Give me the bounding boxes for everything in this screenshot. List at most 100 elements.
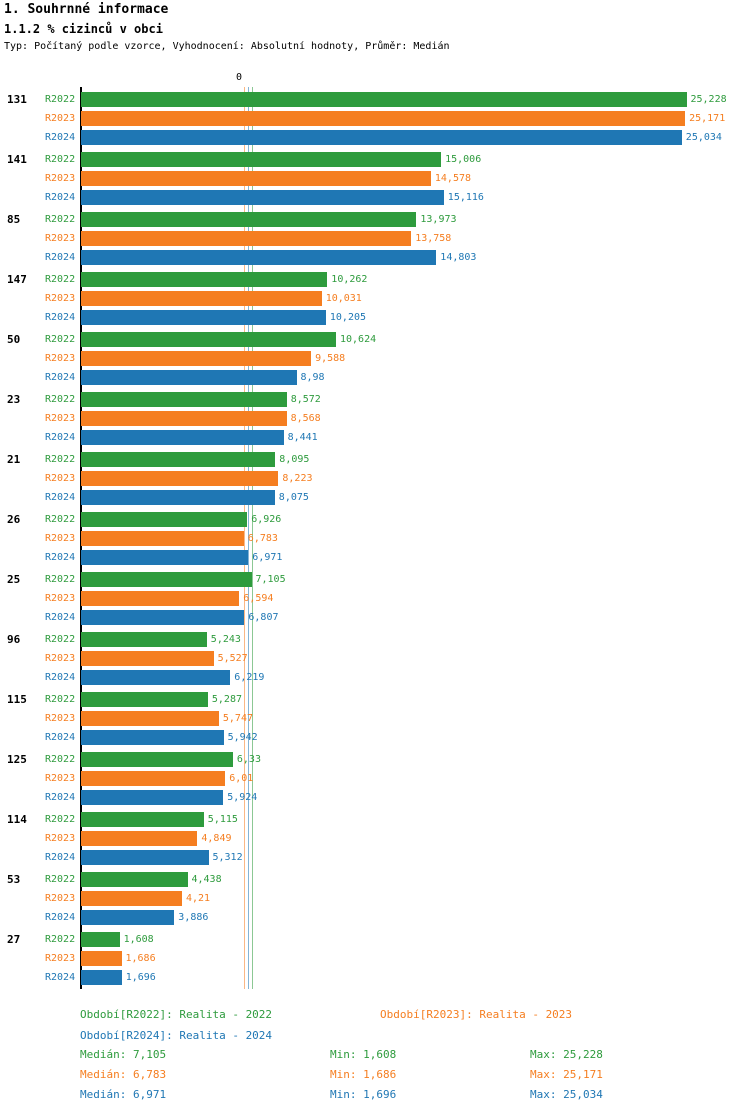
stat-min-r2024: Min: 1,696 (330, 1088, 397, 1101)
bar-r2023 (81, 591, 240, 606)
series-label: R2023 (45, 893, 76, 904)
value-label: 3,886 (178, 912, 209, 923)
bar-group: 115 R2022 5,287 R2023 5,747 R2024 5,942 (0, 690, 750, 747)
group-label: 141 (7, 153, 27, 166)
value-label: 13,758 (415, 233, 452, 244)
bar-row: R2023 9,588 (0, 349, 750, 368)
bar-row: R2023 5,527 (0, 649, 750, 668)
bar-r2024 (81, 790, 224, 805)
legend-item-r2023: Období[R2023]: Realita - 2023 (380, 1008, 573, 1021)
series-label: R2022 (45, 154, 76, 165)
bar-row: R2022 4,438 (0, 870, 750, 889)
bar-row: R2024 5,312 (0, 848, 750, 867)
group-label: 114 (7, 813, 27, 826)
bar-r2023 (81, 951, 122, 966)
group-label: 96 (7, 633, 21, 646)
bar-r2023 (81, 231, 412, 246)
stat-max-r2023: Max: 25,171 (530, 1068, 603, 1081)
value-label: 10,262 (331, 274, 368, 285)
bar-row: R2022 10,262 (0, 270, 750, 289)
group-label: 27 (7, 933, 21, 946)
summary-stats: Medián: 7,105 Min: 1,608 Max: 25,228 Med… (0, 1046, 750, 1108)
bar-r2023 (81, 651, 214, 666)
series-label: R2022 (45, 334, 76, 345)
bar-row: R2022 10,624 (0, 330, 750, 349)
series-label: R2023 (45, 413, 76, 424)
bar-group: 25 R2022 7,105 R2023 6,594 R2024 6,807 (0, 570, 750, 627)
bar-r2024 (81, 190, 444, 205)
series-label: R2023 (45, 653, 76, 664)
bar-row: R2024 5,924 (0, 788, 750, 807)
group-label: 26 (7, 513, 21, 526)
bar-group: 141 R2022 15,006 R2023 14,578 R2024 15,116 (0, 150, 750, 207)
bar-r2024 (81, 490, 275, 505)
bar-r2024 (81, 430, 284, 445)
bar-chart: 131 R2022 25,228 R2023 25,171 R2024 25,034 141 R… (0, 87, 750, 992)
bar-row: R2023 6,783 (0, 529, 750, 548)
bar-row: R2022 8,572 (0, 390, 750, 409)
series-label: R2022 (45, 94, 76, 105)
bar-row: R2024 6,971 (0, 548, 750, 567)
indicator-subtitle: Typ: Počítaný podle vzorce, Vyhodnocení:… (4, 41, 450, 52)
value-label: 1,686 (125, 953, 156, 964)
bar-r2023 (81, 771, 226, 786)
bar-group: 147 R2022 10,262 R2023 10,031 R2024 10,205 (0, 270, 750, 327)
value-label: 6,594 (243, 593, 274, 604)
bar-row: R2023 8,568 (0, 409, 750, 428)
value-label: 6,783 (247, 533, 278, 544)
group-label: 53 (7, 873, 21, 886)
indicator-title: 1.1.2 % cizinců v obci (4, 22, 163, 36)
series-label: R2022 (45, 394, 76, 405)
value-label: 4,438 (191, 874, 222, 885)
bar-group: 27 R2022 1,608 R2023 1,686 R2024 1,696 (0, 930, 750, 987)
series-label: R2024 (45, 672, 76, 683)
group-label: 115 (7, 693, 27, 706)
median-line-r2023 (243, 87, 245, 989)
bar-r2022 (81, 632, 207, 647)
stat-median-r2022: Medián: 7,105 (80, 1048, 167, 1061)
series-label: R2022 (45, 694, 76, 705)
value-label: 4,849 (201, 833, 232, 844)
bar-row: R2024 3,886 (0, 908, 750, 927)
bar-row: R2024 8,98 (0, 368, 750, 387)
value-label: 14,803 (440, 252, 477, 263)
axis-zero-label: 0 (236, 72, 243, 83)
bar-row: R2024 1,696 (0, 968, 750, 987)
bar-row: R2024 6,219 (0, 668, 750, 687)
bar-row: R2023 5,747 (0, 709, 750, 728)
stat-max-r2022: Max: 25,228 (530, 1048, 603, 1061)
group-label: 21 (7, 453, 21, 466)
bar-row: R2022 8,095 (0, 450, 750, 469)
value-label: 6,219 (234, 672, 265, 683)
bar-r2023 (81, 891, 182, 906)
series-label: R2024 (45, 792, 76, 803)
value-label: 10,624 (340, 334, 377, 345)
value-label: 6,01 (229, 773, 254, 784)
series-label: R2023 (45, 713, 76, 724)
series-label: R2022 (45, 574, 76, 585)
bar-r2024 (81, 970, 122, 985)
value-label: 25,171 (689, 113, 726, 124)
stat-min-r2022: Min: 1,608 (330, 1048, 397, 1061)
series-label: R2024 (45, 252, 76, 263)
series-label: R2023 (45, 113, 76, 124)
bar-r2022 (81, 392, 287, 407)
bar-group: 125 R2022 6,33 R2023 6,01 R2024 5,924 (0, 750, 750, 807)
series-label: R2022 (45, 274, 76, 285)
series-label: R2022 (45, 634, 76, 645)
bar-r2024 (81, 250, 437, 265)
bar-group: 26 R2022 6,926 R2023 6,783 R2024 6,971 (0, 510, 750, 567)
value-label: 8,572 (290, 394, 321, 405)
value-label: 10,205 (329, 312, 367, 323)
bar-row: R2024 15,116 (0, 188, 750, 207)
value-label: 15,006 (445, 154, 482, 165)
series-label: R2024 (45, 192, 76, 203)
bar-groups: 131 R2022 25,228 R2023 25,171 R2024 25,034 141 R… (0, 90, 750, 987)
group-label: 85 (7, 213, 21, 226)
bar-r2022 (81, 692, 208, 707)
value-label: 6,926 (251, 514, 282, 525)
series-label: R2022 (45, 214, 76, 225)
bar-r2023 (81, 351, 312, 366)
value-label: 8,441 (287, 432, 318, 443)
value-label: 8,095 (279, 454, 310, 465)
